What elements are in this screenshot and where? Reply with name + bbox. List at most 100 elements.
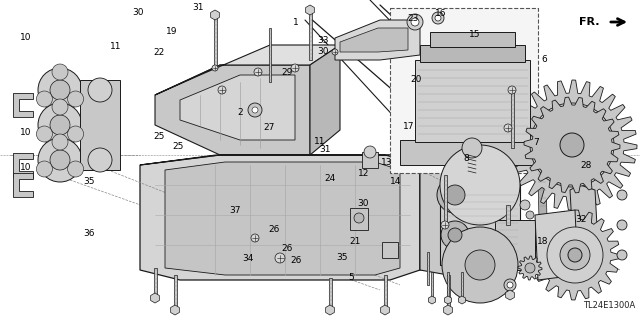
Polygon shape xyxy=(458,296,465,304)
Text: 33: 33 xyxy=(317,36,329,45)
Circle shape xyxy=(437,177,473,213)
Circle shape xyxy=(275,253,285,263)
Polygon shape xyxy=(447,275,449,310)
Polygon shape xyxy=(214,15,216,68)
Polygon shape xyxy=(430,32,515,47)
Circle shape xyxy=(88,148,112,172)
Text: 36: 36 xyxy=(83,229,95,238)
Polygon shape xyxy=(328,278,332,310)
Polygon shape xyxy=(511,90,513,148)
Text: 5: 5 xyxy=(348,273,353,282)
Text: 25: 25 xyxy=(153,132,164,141)
Text: 30: 30 xyxy=(358,199,369,208)
Text: 23: 23 xyxy=(407,14,419,23)
Text: FR.: FR. xyxy=(579,17,600,27)
Circle shape xyxy=(441,221,469,249)
Circle shape xyxy=(218,86,226,94)
Circle shape xyxy=(50,150,70,170)
Polygon shape xyxy=(165,162,400,275)
Polygon shape xyxy=(524,97,620,193)
Circle shape xyxy=(526,211,534,219)
Polygon shape xyxy=(507,80,637,210)
Circle shape xyxy=(332,49,338,55)
Text: 35: 35 xyxy=(337,253,348,262)
Polygon shape xyxy=(447,272,449,300)
Circle shape xyxy=(52,99,68,115)
Text: 19: 19 xyxy=(166,27,177,36)
Polygon shape xyxy=(269,28,271,82)
Text: 32: 32 xyxy=(575,215,587,224)
Text: 24: 24 xyxy=(324,174,336,182)
Circle shape xyxy=(442,227,518,303)
Polygon shape xyxy=(13,153,33,177)
Text: 22: 22 xyxy=(153,48,164,57)
Text: 35: 35 xyxy=(83,177,95,186)
Circle shape xyxy=(530,103,614,187)
Polygon shape xyxy=(431,272,433,300)
Polygon shape xyxy=(211,10,220,20)
Circle shape xyxy=(617,190,627,200)
Polygon shape xyxy=(535,210,578,280)
Polygon shape xyxy=(420,155,450,270)
Circle shape xyxy=(504,279,516,291)
Text: 31: 31 xyxy=(193,4,204,12)
Polygon shape xyxy=(381,305,389,315)
Circle shape xyxy=(38,138,82,182)
Circle shape xyxy=(441,221,449,229)
Polygon shape xyxy=(140,155,420,280)
Polygon shape xyxy=(461,272,463,300)
Circle shape xyxy=(36,126,52,142)
Text: 37: 37 xyxy=(230,206,241,215)
Circle shape xyxy=(547,227,603,283)
Polygon shape xyxy=(570,185,600,285)
Polygon shape xyxy=(445,296,451,304)
Polygon shape xyxy=(154,268,157,298)
Circle shape xyxy=(445,185,465,205)
Text: 10: 10 xyxy=(20,128,31,137)
Circle shape xyxy=(440,145,520,225)
Polygon shape xyxy=(155,65,310,155)
Polygon shape xyxy=(506,205,510,225)
Text: 28: 28 xyxy=(580,161,591,170)
Polygon shape xyxy=(420,148,490,278)
Circle shape xyxy=(465,250,495,280)
Circle shape xyxy=(568,248,582,262)
Circle shape xyxy=(36,91,52,107)
Circle shape xyxy=(354,213,364,223)
Circle shape xyxy=(52,64,68,80)
Circle shape xyxy=(52,134,68,150)
Circle shape xyxy=(507,282,513,288)
Text: 18: 18 xyxy=(537,237,548,246)
Circle shape xyxy=(38,103,82,147)
Polygon shape xyxy=(306,5,314,15)
Text: 7: 7 xyxy=(534,138,539,147)
Polygon shape xyxy=(420,45,525,62)
Text: 21: 21 xyxy=(349,237,361,246)
Polygon shape xyxy=(326,305,334,315)
Text: TL24E1300A: TL24E1300A xyxy=(583,301,635,310)
Text: 27: 27 xyxy=(263,123,275,132)
Text: 30: 30 xyxy=(317,47,329,56)
Circle shape xyxy=(525,263,535,273)
Text: 2: 2 xyxy=(237,108,243,117)
Polygon shape xyxy=(150,293,159,303)
Circle shape xyxy=(547,120,597,170)
Circle shape xyxy=(68,161,84,177)
Text: 10: 10 xyxy=(20,33,31,42)
Polygon shape xyxy=(13,173,33,197)
Text: 25: 25 xyxy=(172,142,184,151)
Circle shape xyxy=(251,234,259,242)
Circle shape xyxy=(508,86,516,94)
Polygon shape xyxy=(427,252,429,285)
Polygon shape xyxy=(340,28,408,52)
Circle shape xyxy=(291,64,299,72)
Polygon shape xyxy=(506,290,515,300)
Polygon shape xyxy=(13,93,33,117)
Text: 11: 11 xyxy=(314,137,326,146)
Text: 26: 26 xyxy=(281,244,292,253)
Polygon shape xyxy=(173,275,177,310)
Text: 10: 10 xyxy=(20,163,31,172)
Text: 14: 14 xyxy=(390,177,401,186)
Text: 17: 17 xyxy=(403,122,414,131)
Circle shape xyxy=(68,91,84,107)
